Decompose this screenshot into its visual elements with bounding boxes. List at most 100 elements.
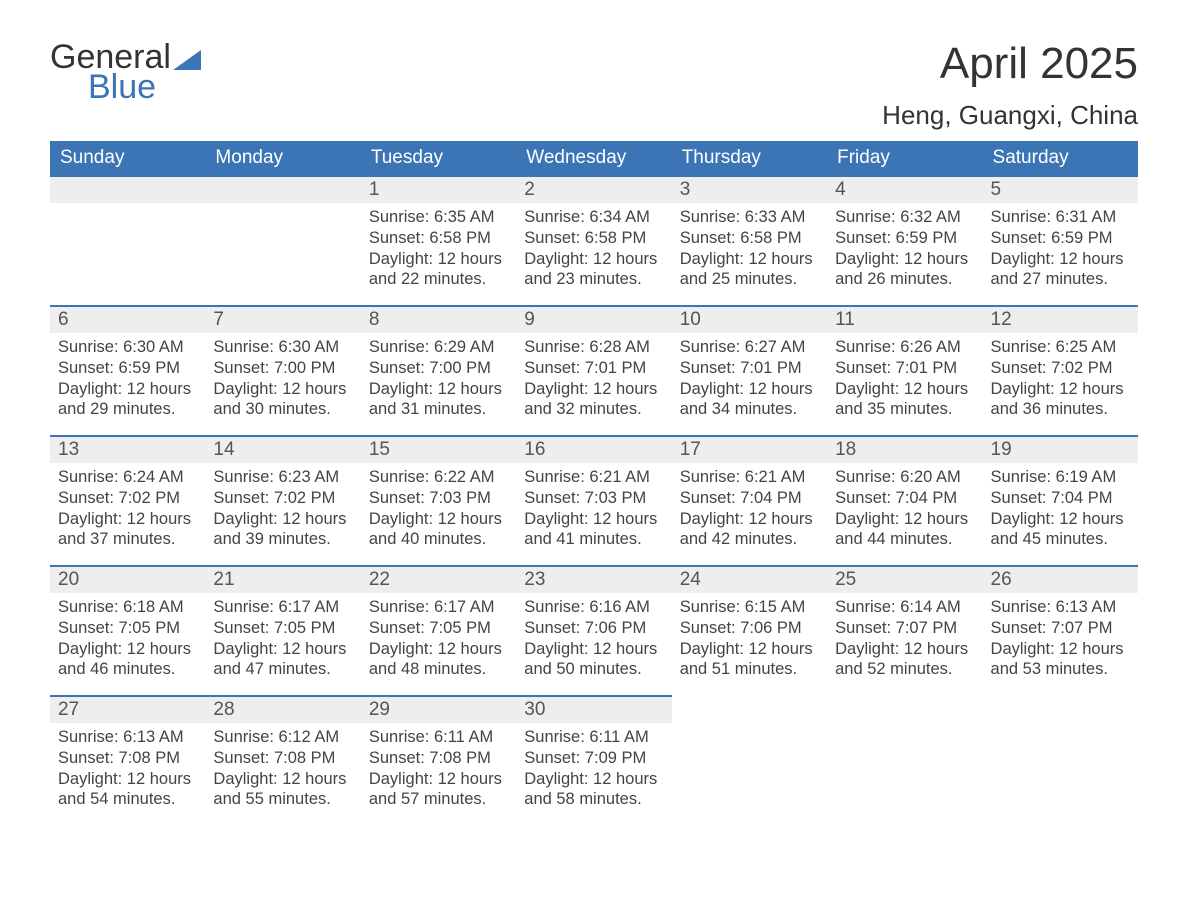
day-number: 15: [361, 435, 516, 463]
calendar-cell: 27Sunrise: 6:13 AMSunset: 7:08 PMDayligh…: [50, 695, 205, 825]
sunrise-text: Sunrise: 6:28 AM: [524, 337, 663, 358]
day-details: Sunrise: 6:12 AMSunset: 7:08 PMDaylight:…: [205, 723, 360, 818]
sunrise-text: Sunrise: 6:11 AM: [369, 727, 508, 748]
sunrise-text: Sunrise: 6:11 AM: [524, 727, 663, 748]
calendar-cell: 30Sunrise: 6:11 AMSunset: 7:09 PMDayligh…: [516, 695, 671, 825]
sunrise-text: Sunrise: 6:30 AM: [58, 337, 197, 358]
calendar-cell: 24Sunrise: 6:15 AMSunset: 7:06 PMDayligh…: [672, 565, 827, 695]
sunset-text: Sunset: 7:05 PM: [58, 618, 197, 639]
calendar-cell: 16Sunrise: 6:21 AMSunset: 7:03 PMDayligh…: [516, 435, 671, 565]
sunset-text: Sunset: 6:59 PM: [58, 358, 197, 379]
daylight-text: Daylight: 12 hours and 27 minutes.: [991, 249, 1130, 290]
day-number: 22: [361, 565, 516, 593]
sunset-text: Sunset: 7:04 PM: [680, 488, 819, 509]
calendar-cell: 28Sunrise: 6:12 AMSunset: 7:08 PMDayligh…: [205, 695, 360, 825]
sunrise-text: Sunrise: 6:17 AM: [369, 597, 508, 618]
sunrise-text: Sunrise: 6:24 AM: [58, 467, 197, 488]
month-title: April 2025: [882, 40, 1138, 88]
day-number: 18: [827, 435, 982, 463]
sunrise-text: Sunrise: 6:16 AM: [524, 597, 663, 618]
day-number: 17: [672, 435, 827, 463]
calendar-cell: 18Sunrise: 6:20 AMSunset: 7:04 PMDayligh…: [827, 435, 982, 565]
daylight-text: Daylight: 12 hours and 39 minutes.: [213, 509, 352, 550]
sunset-text: Sunset: 7:00 PM: [369, 358, 508, 379]
daylight-text: Daylight: 12 hours and 46 minutes.: [58, 639, 197, 680]
day-number: 3: [672, 175, 827, 203]
day-number: 7: [205, 305, 360, 333]
sunset-text: Sunset: 6:58 PM: [680, 228, 819, 249]
sunrise-text: Sunrise: 6:21 AM: [524, 467, 663, 488]
empty-day: [50, 175, 205, 203]
day-number: 29: [361, 695, 516, 723]
calendar-week-row: 13 Sunrise: 6:24 AM Sunset: 7:02 PMDayligh…: [50, 435, 1138, 565]
sunset-text: Sunset: 7:04 PM: [835, 488, 974, 509]
day-details: Sunrise: 6:15 AMSunset: 7:06 PMDaylight:…: [672, 593, 827, 688]
day-number: 9: [516, 305, 671, 333]
day-number: 8: [361, 305, 516, 333]
day-details: Sunrise: 6:26 AMSunset: 7:01 PMDaylight:…: [827, 333, 982, 428]
day-details: Sunrise: 6:30 AMSunset: 7:00 PMDaylight:…: [205, 333, 360, 428]
day-details: Sunrise: 6:30 AMSunset: 6:59 PMDaylight:…: [50, 333, 205, 428]
calendar-cell: 9Sunrise: 6:28 AMSunset: 7:01 PMDaylight…: [516, 305, 671, 435]
sunset-text: Sunset: 6:58 PM: [369, 228, 508, 249]
sunrise-text: Sunrise: 6:33 AM: [680, 207, 819, 228]
sunrise-text: Sunrise: 6:22 AM: [369, 467, 508, 488]
sunset-text: Sunset: 7:04 PM: [991, 488, 1130, 509]
sunset-text: Sunset: 7:08 PM: [213, 748, 352, 769]
calendar-cell: 1Sunrise: 6:35 AMSunset: 6:58 PMDaylight…: [361, 175, 516, 305]
day-number: 6: [50, 305, 205, 333]
sunset-text: Sunset: 7:08 PM: [369, 748, 508, 769]
daylight-text: Daylight: 12 hours and 47 minutes.: [213, 639, 352, 680]
sunrise-text: Sunrise: 6:31 AM: [991, 207, 1130, 228]
sunrise-text: Sunrise: 6:20 AM: [835, 467, 974, 488]
calendar-cell: [672, 695, 827, 825]
empty-day: [205, 175, 360, 203]
calendar-cell: 8Sunrise: 6:29 AMSunset: 7:00 PMDaylight…: [361, 305, 516, 435]
sunset-text: Sunset: 7:09 PM: [524, 748, 663, 769]
sunrise-text: Sunrise: 6:23 AM: [213, 467, 352, 488]
weekday-friday: Friday: [827, 141, 982, 175]
daylight-text: Daylight: 12 hours and 31 minutes.: [369, 379, 508, 420]
sunrise-text: Sunrise: 6:19 AM: [991, 467, 1130, 488]
day-number: 5: [983, 175, 1138, 203]
sunset-text: Sunset: 7:01 PM: [835, 358, 974, 379]
day-number: 12: [983, 305, 1138, 333]
calendar-cell: 23Sunrise: 6:16 AMSunset: 7:06 PMDayligh…: [516, 565, 671, 695]
day-details: Sunrise: 6:18 AMSunset: 7:05 PMDaylight:…: [50, 593, 205, 688]
daylight-text: Daylight: 12 hours and 54 minutes.: [58, 769, 197, 810]
day-details: Sunrise: 6:11 AMSunset: 7:09 PMDaylight:…: [516, 723, 671, 818]
empty-day: [983, 695, 1138, 721]
sunset-text: Sunset: 6:58 PM: [524, 228, 663, 249]
daylight-text: Daylight: 12 hours and 32 minutes.: [524, 379, 663, 420]
calendar-cell: 2Sunrise: 6:34 AMSunset: 6:58 PMDaylight…: [516, 175, 671, 305]
day-details: Sunrise: 6:13 AMSunset: 7:08 PMDaylight:…: [50, 723, 205, 818]
calendar-table: Sunday Monday Tuesday Wednesday Thursday…: [50, 141, 1138, 825]
day-number: 13: [50, 435, 205, 463]
logo-word-2: Blue: [88, 70, 201, 104]
calendar-cell: 22Sunrise: 6:17 AMSunset: 7:05 PMDayligh…: [361, 565, 516, 695]
sunset-text: Sunset: 7:02 PM: [213, 488, 352, 509]
weekday-row: Sunday Monday Tuesday Wednesday Thursday…: [50, 141, 1138, 175]
calendar-cell: 25Sunrise: 6:14 AMSunset: 7:07 PMDayligh…: [827, 565, 982, 695]
daylight-text: Daylight: 12 hours and 48 minutes.: [369, 639, 508, 680]
calendar-cell: 21Sunrise: 6:17 AMSunset: 7:05 PMDayligh…: [205, 565, 360, 695]
sunrise-text: Sunrise: 6:35 AM: [369, 207, 508, 228]
sunset-text: Sunset: 7:07 PM: [991, 618, 1130, 639]
daylight-text: Daylight: 12 hours and 50 minutes.: [524, 639, 663, 680]
brand-logo: General Blue: [50, 40, 201, 104]
day-number: 26: [983, 565, 1138, 593]
weekday-tuesday: Tuesday: [361, 141, 516, 175]
day-details: Sunrise: 6:25 AMSunset: 7:02 PMDaylight:…: [983, 333, 1138, 428]
day-details: Sunrise: 6:33 AMSunset: 6:58 PMDaylight:…: [672, 203, 827, 298]
sunset-text: Sunset: 6:59 PM: [835, 228, 974, 249]
day-number: 11: [827, 305, 982, 333]
day-details: Sunrise: 6:32 AMSunset: 6:59 PMDaylight:…: [827, 203, 982, 298]
day-number: 19: [983, 435, 1138, 463]
day-number: 21: [205, 565, 360, 593]
sunrise-text: Sunrise: 6:17 AM: [213, 597, 352, 618]
day-number: 16: [516, 435, 671, 463]
daylight-text: Daylight: 12 hours and 35 minutes.: [835, 379, 974, 420]
calendar-cell: [50, 175, 205, 305]
calendar-cell: 5Sunrise: 6:31 AMSunset: 6:59 PMDaylight…: [983, 175, 1138, 305]
weekday-thursday: Thursday: [672, 141, 827, 175]
